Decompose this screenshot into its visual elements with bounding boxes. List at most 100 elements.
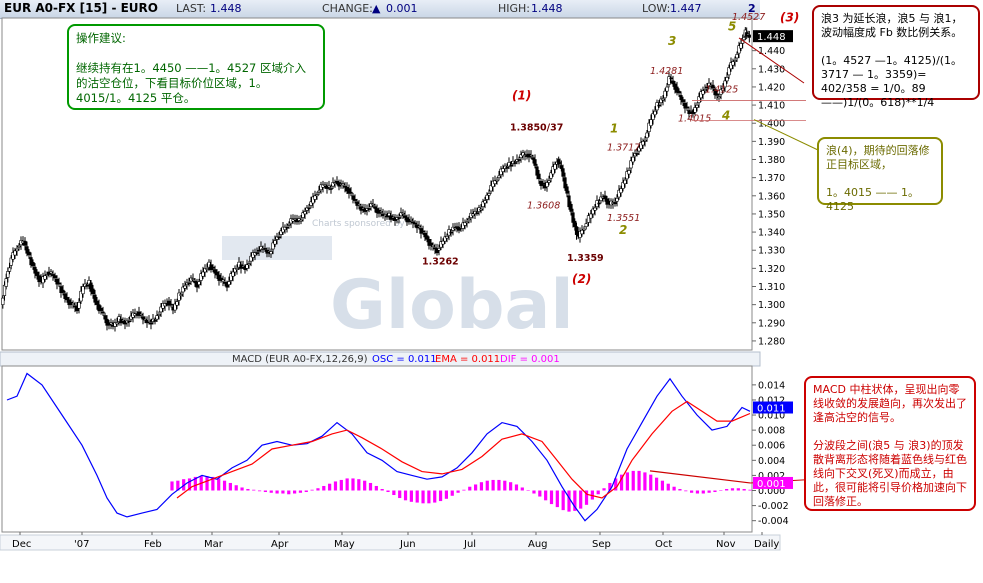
macd-histogram-bar xyxy=(654,477,659,491)
wave-label: 2 xyxy=(619,223,627,237)
price-candle-body xyxy=(697,96,701,103)
price-candle-body xyxy=(599,196,603,201)
price-candle-body xyxy=(589,213,593,219)
price-candle-body xyxy=(335,180,339,183)
macd-histogram-bar xyxy=(205,476,209,491)
price-candle-body xyxy=(586,215,591,223)
price-candle-body xyxy=(37,275,41,283)
price-candle-body xyxy=(297,218,301,221)
macd-histogram-bar xyxy=(328,483,332,491)
price-candle-body xyxy=(323,184,327,187)
price-candle-body xyxy=(181,286,185,293)
price-candle-body xyxy=(417,225,421,228)
price-candle-body xyxy=(421,230,425,233)
price-candle-body xyxy=(307,207,311,210)
macd-histogram-bar xyxy=(421,490,425,504)
macd-histogram-bar xyxy=(281,490,285,494)
macd-ema-legend: EMA = 0.011 xyxy=(435,354,500,365)
macd-histogram-bar xyxy=(211,476,215,491)
price-candle-body xyxy=(509,164,513,167)
price-candle-body xyxy=(141,316,145,320)
price-candle-body xyxy=(701,90,705,95)
wave-label: 3 xyxy=(668,34,676,48)
macd-histogram-bar xyxy=(357,479,361,491)
price-candle-body xyxy=(563,177,567,189)
macd-histogram-bar xyxy=(695,490,700,494)
price-candle-body xyxy=(707,82,711,87)
macd-histogram-bar xyxy=(468,486,472,491)
macd-histogram-bar xyxy=(713,490,717,493)
wave-label: 1.3717 xyxy=(607,142,640,153)
macd-histogram-bar xyxy=(293,490,297,494)
macd-histogram-bar xyxy=(380,488,384,491)
price-candle-body xyxy=(403,215,407,218)
macd-histogram-bar xyxy=(322,485,326,491)
price-candle-body xyxy=(11,252,15,260)
macd-histogram-bar xyxy=(666,483,670,491)
macd-y-tick-label: 0.014 xyxy=(758,380,785,391)
price-candle-body xyxy=(41,276,45,284)
price-candle-body xyxy=(361,207,365,210)
price-candle-body xyxy=(43,275,47,280)
price-candle-body xyxy=(737,45,741,54)
wave-label: 1.4281 xyxy=(650,66,683,77)
price-candle-body xyxy=(153,320,157,322)
price-candle-body xyxy=(391,216,395,219)
price-candle-body xyxy=(373,206,377,209)
macd-osc-tag-box xyxy=(753,401,793,414)
price-candle-body xyxy=(303,211,307,215)
price-candle-body xyxy=(647,122,651,132)
price-candle-body xyxy=(13,250,17,256)
price-candle-body xyxy=(423,232,427,238)
price-candle-body xyxy=(277,236,281,239)
price-candle-body xyxy=(201,271,205,277)
price-candle-body xyxy=(629,160,633,169)
macd-histogram-bar xyxy=(339,479,343,491)
price-candle-body xyxy=(271,242,275,250)
price-candle-body xyxy=(33,266,37,274)
price-candle-body xyxy=(351,195,355,200)
price-candle-body xyxy=(531,157,535,160)
price-candle-body xyxy=(101,311,105,314)
price-candle-body xyxy=(73,305,77,308)
price-candle-body xyxy=(259,246,263,250)
price-candle-body xyxy=(719,88,723,95)
macd-histogram-bar xyxy=(333,481,338,491)
macd-histogram-bar xyxy=(269,490,273,493)
price-candle-body xyxy=(31,262,35,267)
macd-histogram-bar xyxy=(631,470,635,491)
price-candle-body xyxy=(641,141,645,146)
price-candle-body xyxy=(7,267,12,272)
price-candle-body xyxy=(553,164,557,170)
macd-histogram-bar xyxy=(719,490,723,491)
price-y-tick-label: 1.380 xyxy=(758,155,785,166)
price-y-tick-label: 1.360 xyxy=(758,191,785,202)
price-candle-body xyxy=(93,294,97,303)
price-candle-body xyxy=(651,113,655,120)
advice-note: 操作建议: 继续持有在1。4450 ——1。4527 区域介入的沽空仓位，下看目… xyxy=(67,24,325,110)
price-candle-body xyxy=(735,54,739,59)
macd-histogram-bar xyxy=(176,480,180,491)
price-y-tick-label: 1.320 xyxy=(758,264,785,275)
macd-y-tick-label: 0.006 xyxy=(758,441,785,452)
price-candle-body xyxy=(659,98,663,103)
macd-histogram-bar xyxy=(514,484,519,491)
price-candle-body xyxy=(155,315,159,320)
price-candle-body xyxy=(565,186,569,194)
price-candle-body xyxy=(97,304,101,312)
price-candle-body xyxy=(645,132,649,139)
price-candle-body xyxy=(721,87,725,91)
price-candle-body xyxy=(77,301,81,309)
wave5-callout-line xyxy=(738,37,805,84)
macd-histogram-bar xyxy=(433,490,437,503)
price-candle-body xyxy=(341,183,345,186)
price-candle-body xyxy=(179,294,183,296)
price-candle-body xyxy=(695,104,699,108)
price-candle-body xyxy=(711,84,715,89)
price-candle-body xyxy=(591,208,595,215)
price-candle-body xyxy=(65,297,69,301)
x-axis-tick-label: May xyxy=(334,539,355,550)
price-y-tick-label: 1.290 xyxy=(758,318,785,329)
macd-histogram-bar xyxy=(287,490,291,495)
chart-title: EUR A0-FX [15] - EURO xyxy=(4,1,158,15)
